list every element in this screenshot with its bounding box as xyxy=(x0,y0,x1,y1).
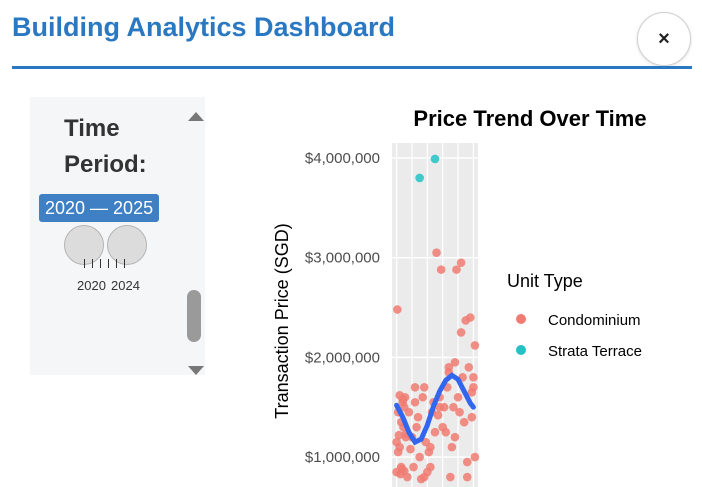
condominium-point xyxy=(413,412,423,422)
legend-key-condominium xyxy=(516,314,526,324)
condominium-point xyxy=(446,472,455,482)
y-axis-tick-labels: $1,000,000 $2,000,000 $3,000,000 $4,000,000 xyxy=(305,150,380,466)
condominium-point xyxy=(410,382,420,392)
condominium-point xyxy=(403,472,412,482)
range-start-handle[interactable] xyxy=(64,225,104,265)
legend-title: Unit Type xyxy=(507,271,583,291)
legend-label-strata-terrace: Strata Terrace xyxy=(548,343,642,360)
condominium-point xyxy=(455,407,464,417)
condominium-point xyxy=(462,472,472,482)
slider-tick xyxy=(124,259,125,268)
condominium-point xyxy=(415,452,424,462)
scroll-down-arrow-icon[interactable] xyxy=(188,366,204,375)
condominium-point xyxy=(469,382,478,392)
condominium-point xyxy=(433,410,443,420)
trend-line xyxy=(394,372,476,446)
condominium-point xyxy=(410,397,420,407)
slider-tick-label: 2020 xyxy=(77,278,106,293)
condominium-point xyxy=(430,427,440,437)
condominium-point xyxy=(435,402,444,412)
y-tick-label: $1,000,000 xyxy=(305,449,380,466)
condominium-point xyxy=(398,394,408,404)
legend-key-strata-terrace xyxy=(516,345,526,355)
y-tick-label: $2,000,000 xyxy=(305,349,380,366)
chart-legend: Unit Type Condominium Strata Terrace xyxy=(507,271,642,360)
legend-label-condominium: Condominium xyxy=(548,312,641,329)
condominium-point xyxy=(456,258,466,267)
time-period-label: Time Period: xyxy=(64,115,147,178)
chart-title: Price Trend Over Time xyxy=(413,106,646,131)
condominium-point xyxy=(444,363,454,372)
condominium-point xyxy=(467,412,477,422)
condominium-point xyxy=(393,305,402,314)
condominium-point xyxy=(453,392,463,402)
condominium-point xyxy=(459,417,469,427)
condominium-point xyxy=(412,422,421,432)
condominium-point xyxy=(419,472,429,482)
strata-terrace-point xyxy=(430,154,440,164)
scrollbar-thumb[interactable] xyxy=(187,290,201,342)
slider-tick xyxy=(100,259,101,268)
condominium-point xyxy=(436,265,446,274)
modal-title: Building Analytics Dashboard xyxy=(12,12,396,42)
condominium-point xyxy=(452,265,461,274)
range-end-handle[interactable] xyxy=(107,225,147,265)
condominium-point xyxy=(464,363,474,372)
title-divider xyxy=(12,66,692,69)
condominium-point xyxy=(392,437,401,447)
condominium-point xyxy=(456,328,466,337)
condominium-point xyxy=(470,341,480,350)
condominium-point xyxy=(432,248,441,257)
y-tick-label: $3,000,000 xyxy=(305,250,380,267)
year-range-display: 2020 — 2025 xyxy=(39,194,160,222)
strata-terrace-point xyxy=(415,173,424,183)
condominium-point xyxy=(450,358,460,367)
condominium-point xyxy=(462,457,472,467)
condominium-point xyxy=(419,382,429,392)
close-button[interactable]: × xyxy=(637,12,691,66)
condominium-point xyxy=(449,402,458,412)
condominium-point xyxy=(426,442,435,452)
condominium-point xyxy=(470,452,480,462)
condominium-point xyxy=(409,462,418,472)
condominium-point xyxy=(406,444,415,454)
slider-tick xyxy=(92,259,93,268)
y-axis-title: Transaction Price (SGD) xyxy=(272,223,292,418)
slider-tick xyxy=(116,259,117,268)
condominium-point xyxy=(466,313,475,322)
slider-tick-label: 2024 xyxy=(111,278,140,293)
condominium-point xyxy=(469,373,478,382)
condominium-point xyxy=(426,462,435,472)
condominium-point xyxy=(441,427,451,437)
condominium-point xyxy=(404,407,414,417)
slider-tick xyxy=(84,259,85,268)
condominium-point xyxy=(393,447,403,457)
condominium-point xyxy=(394,430,404,440)
filter-sidebar: Time Period: 2020 — 2025 2020 2024 xyxy=(30,97,205,375)
condominium-point xyxy=(447,442,457,452)
condominium-point xyxy=(450,432,460,442)
scroll-up-arrow-icon[interactable] xyxy=(188,112,204,121)
y-tick-label: $4,000,000 xyxy=(305,150,380,167)
price-trend-chart: Price Trend Over Time $1,000,000 $2,000,0… xyxy=(272,106,647,487)
slider-tick xyxy=(108,259,109,268)
condominium-point xyxy=(418,392,428,402)
